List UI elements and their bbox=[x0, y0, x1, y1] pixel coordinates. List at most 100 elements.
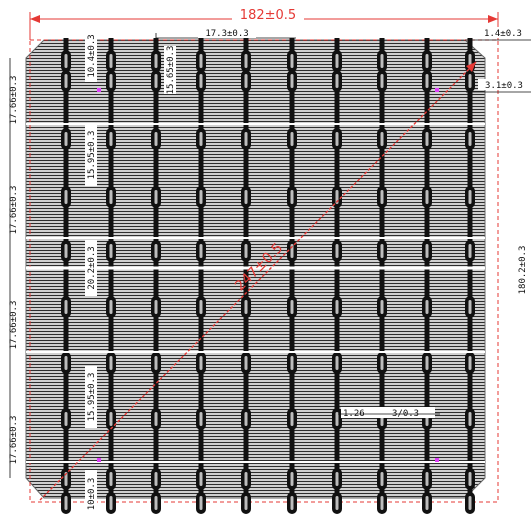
solder-pad-center bbox=[109, 496, 113, 510]
solder-pad-center bbox=[154, 496, 158, 510]
solder-pad-center bbox=[290, 54, 294, 68]
solder-pad-center bbox=[290, 300, 294, 314]
internal-dim-label-6: 10±0.3 bbox=[87, 478, 97, 511]
solder-pad-center bbox=[335, 412, 339, 426]
internal-dim-label-4: 20.2±0.3 bbox=[87, 246, 97, 289]
internal-label-bg bbox=[85, 240, 97, 296]
solder-pad-center bbox=[380, 190, 384, 204]
solder-pad-center bbox=[244, 190, 248, 204]
solder-pad-center bbox=[425, 300, 429, 314]
left-pitch-label-4: 17.66±0.3 bbox=[9, 416, 19, 465]
solder-pad-center bbox=[335, 54, 339, 68]
solder-pad-center bbox=[335, 244, 339, 258]
solder-pad-center bbox=[154, 300, 158, 314]
solder-pad-center bbox=[109, 74, 113, 88]
diagonal-dimension-line bbox=[39, 61, 477, 501]
solder-pad-center bbox=[335, 472, 339, 486]
busbar-group bbox=[61, 38, 475, 514]
busbar bbox=[467, 38, 473, 502]
solder-pad-center bbox=[109, 54, 113, 68]
solder-pad-center bbox=[64, 132, 68, 146]
solder-pad-center bbox=[425, 472, 429, 486]
pitch-label-bg bbox=[198, 27, 256, 38]
internal-label-bg bbox=[85, 366, 97, 428]
finger-dim-bg bbox=[341, 407, 435, 418]
solder-pad-center bbox=[468, 472, 472, 486]
solder-pad-center bbox=[244, 244, 248, 258]
internal-dim-label-5: 15.95±0.3 bbox=[87, 373, 97, 422]
top-dimension-label: 182±0.5 bbox=[240, 8, 296, 23]
busbar bbox=[379, 38, 385, 502]
solder-pad-center bbox=[425, 74, 429, 88]
solder-pad-center bbox=[244, 300, 248, 314]
busbar bbox=[243, 38, 249, 502]
solder-pad-center bbox=[335, 496, 339, 510]
edge-offset-bg bbox=[476, 27, 531, 38]
internal-dim-label-3: 15.95±0.3 bbox=[87, 131, 97, 180]
solder-pad-center bbox=[468, 132, 472, 146]
diagonal-arrowhead bbox=[466, 62, 476, 72]
solder-pad-center bbox=[290, 496, 294, 510]
solder-pad-center bbox=[380, 496, 384, 510]
solder-pad-center bbox=[154, 244, 158, 258]
solder-pad-center bbox=[290, 132, 294, 146]
solder-pad-center bbox=[244, 496, 248, 510]
left-pitch-label-1: 17.66±0.3 bbox=[9, 76, 19, 125]
busbar bbox=[108, 38, 114, 502]
solder-pad-center bbox=[468, 356, 472, 370]
solder-pad-center bbox=[468, 412, 472, 426]
alignment-marker bbox=[97, 88, 101, 92]
internal-dim-label-2: 15.65±0.3 bbox=[166, 46, 176, 95]
finger-dim-label-2: 3/0.3 bbox=[392, 409, 419, 419]
top-arrow-left bbox=[30, 15, 40, 23]
solder-pad-center bbox=[380, 54, 384, 68]
solder-pad-center bbox=[244, 412, 248, 426]
solder-pad-center bbox=[425, 54, 429, 68]
pad-offset-label: 3.1±0.3 bbox=[485, 81, 523, 91]
solder-pad-center bbox=[380, 356, 384, 370]
solder-pad-center bbox=[335, 74, 339, 88]
internal-label-bg bbox=[164, 46, 176, 94]
solder-pad-center bbox=[380, 300, 384, 314]
solder-pad-center bbox=[468, 300, 472, 314]
solder-pad-center bbox=[380, 244, 384, 258]
solder-pad-center bbox=[109, 244, 113, 258]
alignment-marker bbox=[435, 88, 439, 92]
internal-dim-label-1: 10.4±0.3 bbox=[87, 34, 97, 77]
solder-pad-center bbox=[244, 132, 248, 146]
busbar bbox=[424, 38, 430, 502]
solder-pad-center bbox=[199, 190, 203, 204]
outer-boundary bbox=[29, 39, 499, 503]
solder-pad-center bbox=[109, 472, 113, 486]
solder-pad-center bbox=[64, 54, 68, 68]
solder-pad-center bbox=[64, 412, 68, 426]
internal-label-bg bbox=[85, 30, 97, 82]
solder-pad-center bbox=[425, 132, 429, 146]
solder-pad-center bbox=[199, 412, 203, 426]
solder-pad-center bbox=[64, 356, 68, 370]
solder-pad-center bbox=[425, 496, 429, 510]
pad-offset-bg bbox=[478, 79, 531, 90]
solder-pad-center bbox=[468, 244, 472, 258]
solder-pad-center bbox=[244, 472, 248, 486]
solder-pad-center bbox=[199, 472, 203, 486]
solder-pad-center bbox=[244, 54, 248, 68]
solder-pad-center bbox=[199, 356, 203, 370]
solder-pad-center bbox=[154, 132, 158, 146]
edge-offset-label: 1.4±0.3 bbox=[484, 29, 522, 39]
solder-pad-center bbox=[425, 190, 429, 204]
solder-pad-center bbox=[290, 412, 294, 426]
solder-pad-center bbox=[109, 300, 113, 314]
solder-pad-center bbox=[154, 412, 158, 426]
busbar bbox=[198, 38, 204, 502]
solder-pad-center bbox=[380, 74, 384, 88]
solder-pad-center bbox=[335, 356, 339, 370]
solder-pad-center bbox=[468, 74, 472, 88]
solder-pad-center bbox=[244, 74, 248, 88]
solder-pad-center bbox=[154, 472, 158, 486]
solder-pad-center bbox=[199, 74, 203, 88]
pitch-dimension-label: 17.3±0.3 bbox=[205, 29, 248, 39]
solder-pad-center bbox=[199, 496, 203, 510]
solder-pad-center bbox=[109, 356, 113, 370]
solder-pad-center bbox=[64, 496, 68, 510]
